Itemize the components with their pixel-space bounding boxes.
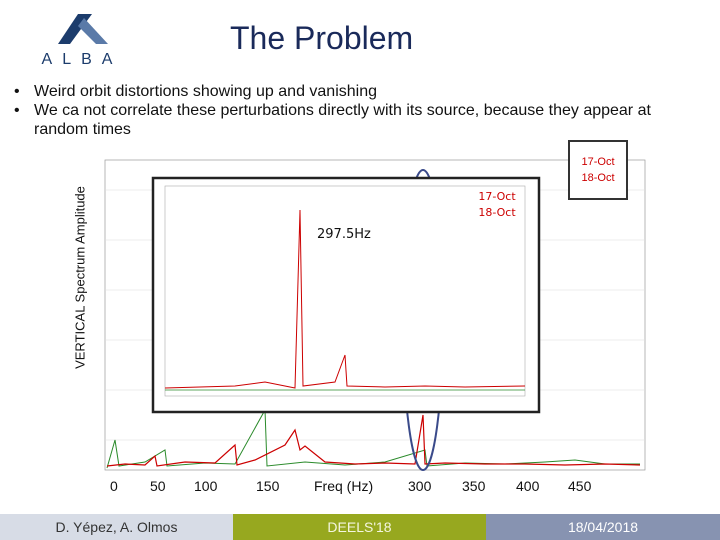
bullet-text: We ca not correlate these perturbations … bbox=[34, 102, 651, 138]
page-title: The Problem bbox=[230, 20, 414, 56]
footer-event: DEELS'18 bbox=[233, 514, 486, 540]
bullet-text: Weird orbit distortions showing up and v… bbox=[34, 83, 378, 100]
bullet-marker: • bbox=[14, 83, 20, 100]
bullet-item: • We ca not correlate these perturbation… bbox=[14, 101, 704, 139]
inset-legend-b: 18-Oct bbox=[478, 206, 516, 219]
outer-legend: 17-Oct 18-Oct bbox=[568, 140, 628, 200]
x-tick: 350 bbox=[462, 478, 486, 494]
x-tick: 450 bbox=[568, 478, 592, 494]
x-tick: 300 bbox=[408, 478, 432, 494]
x-tick: 0 bbox=[110, 478, 118, 494]
outer-legend-a: 17-Oct bbox=[581, 156, 615, 168]
footer-date: 18/04/2018 bbox=[486, 514, 720, 540]
bullet-item: • Weird orbit distortions showing up and… bbox=[14, 82, 704, 101]
x-tick: 50 bbox=[150, 478, 166, 494]
x-axis-label: Freq (Hz) bbox=[314, 478, 374, 494]
bullet-list: • Weird orbit distortions showing up and… bbox=[14, 82, 704, 139]
spectrum-plot: 297.5Hz 17-Oct 18-Oct bbox=[104, 159, 646, 471]
x-tick: 400 bbox=[516, 478, 540, 494]
footer-authors: D. Yépez, A. Olmos bbox=[0, 514, 233, 540]
x-tick: 150 bbox=[256, 478, 280, 494]
bullet-marker: • bbox=[14, 102, 20, 119]
svg-text:ALBA: ALBA bbox=[42, 51, 123, 68]
alba-logo: ALBA bbox=[18, 8, 146, 70]
footer-bar: D. Yépez, A. Olmos DEELS'18 18/04/2018 bbox=[0, 514, 720, 540]
outer-legend-b: 18-Oct bbox=[581, 172, 615, 184]
peak-label: 297.5Hz bbox=[317, 227, 371, 242]
x-tick: 100 bbox=[194, 478, 218, 494]
inset-legend-a: 17-Oct bbox=[478, 190, 516, 203]
